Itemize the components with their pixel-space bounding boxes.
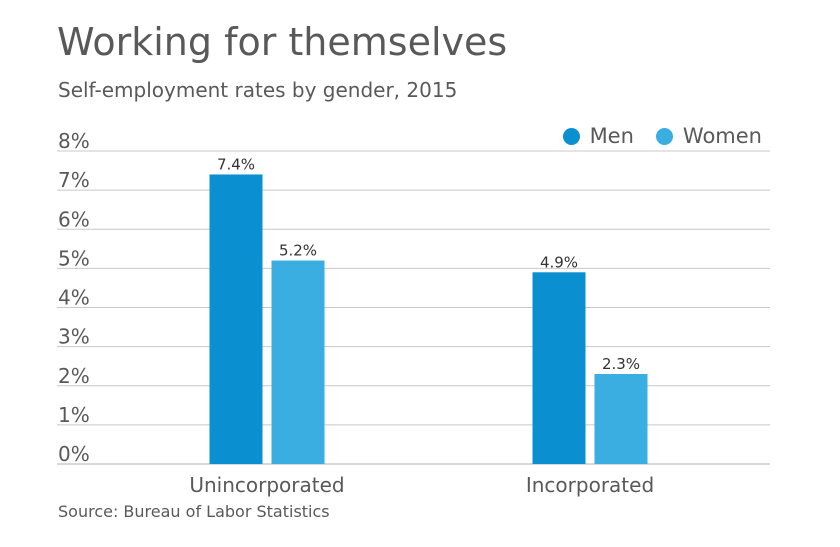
bar-women-unincorporated <box>271 260 325 464</box>
legend-item-men: Men <box>562 124 634 148</box>
y-tick-label: 2% <box>58 364 90 388</box>
bars <box>209 174 648 464</box>
bar-value-label: 7.4% <box>217 155 255 173</box>
bar-value-label: 4.9% <box>540 253 578 271</box>
y-tick-label: 8% <box>58 129 90 153</box>
bar-value-labels: 7.4% 5.2% 4.9% 2.3% <box>217 155 640 373</box>
chart-title: Working for themselves <box>57 20 508 64</box>
y-tick-label: 0% <box>58 442 90 466</box>
x-category-label: Incorporated <box>526 473 654 497</box>
x-category-label: Unincorporated <box>189 473 344 497</box>
gridlines <box>57 150 770 465</box>
legend-label-men: Men <box>589 124 634 148</box>
bar-women-incorporated <box>594 374 648 464</box>
bar-value-label: 5.2% <box>279 242 317 260</box>
legend: Men Women <box>541 124 762 148</box>
legend-item-women: Women <box>655 124 762 148</box>
source-note: Source: Bureau of Labor Statistics <box>58 502 330 521</box>
y-axis-tick-labels: 0% 1% 2% 3% 4% 5% 6% 7% 8% <box>58 129 90 466</box>
bar-men-incorporated <box>532 272 586 464</box>
y-tick-label: 4% <box>58 286 90 310</box>
legend-label-women: Women <box>682 124 762 148</box>
y-tick-label: 3% <box>58 325 90 349</box>
y-tick-label: 7% <box>58 168 90 192</box>
y-tick-label: 5% <box>58 246 90 270</box>
bar-men-unincorporated <box>209 174 263 464</box>
chart-subtitle: Self-employment rates by gender, 2015 <box>58 78 458 102</box>
legend-swatch-men <box>562 127 580 145</box>
x-axis-category-labels: Unincorporated Incorporated <box>189 473 654 497</box>
legend-swatch-women <box>655 127 673 145</box>
y-tick-label: 6% <box>58 207 90 231</box>
y-tick-label: 1% <box>58 403 90 427</box>
bar-value-label: 2.3% <box>602 355 640 373</box>
